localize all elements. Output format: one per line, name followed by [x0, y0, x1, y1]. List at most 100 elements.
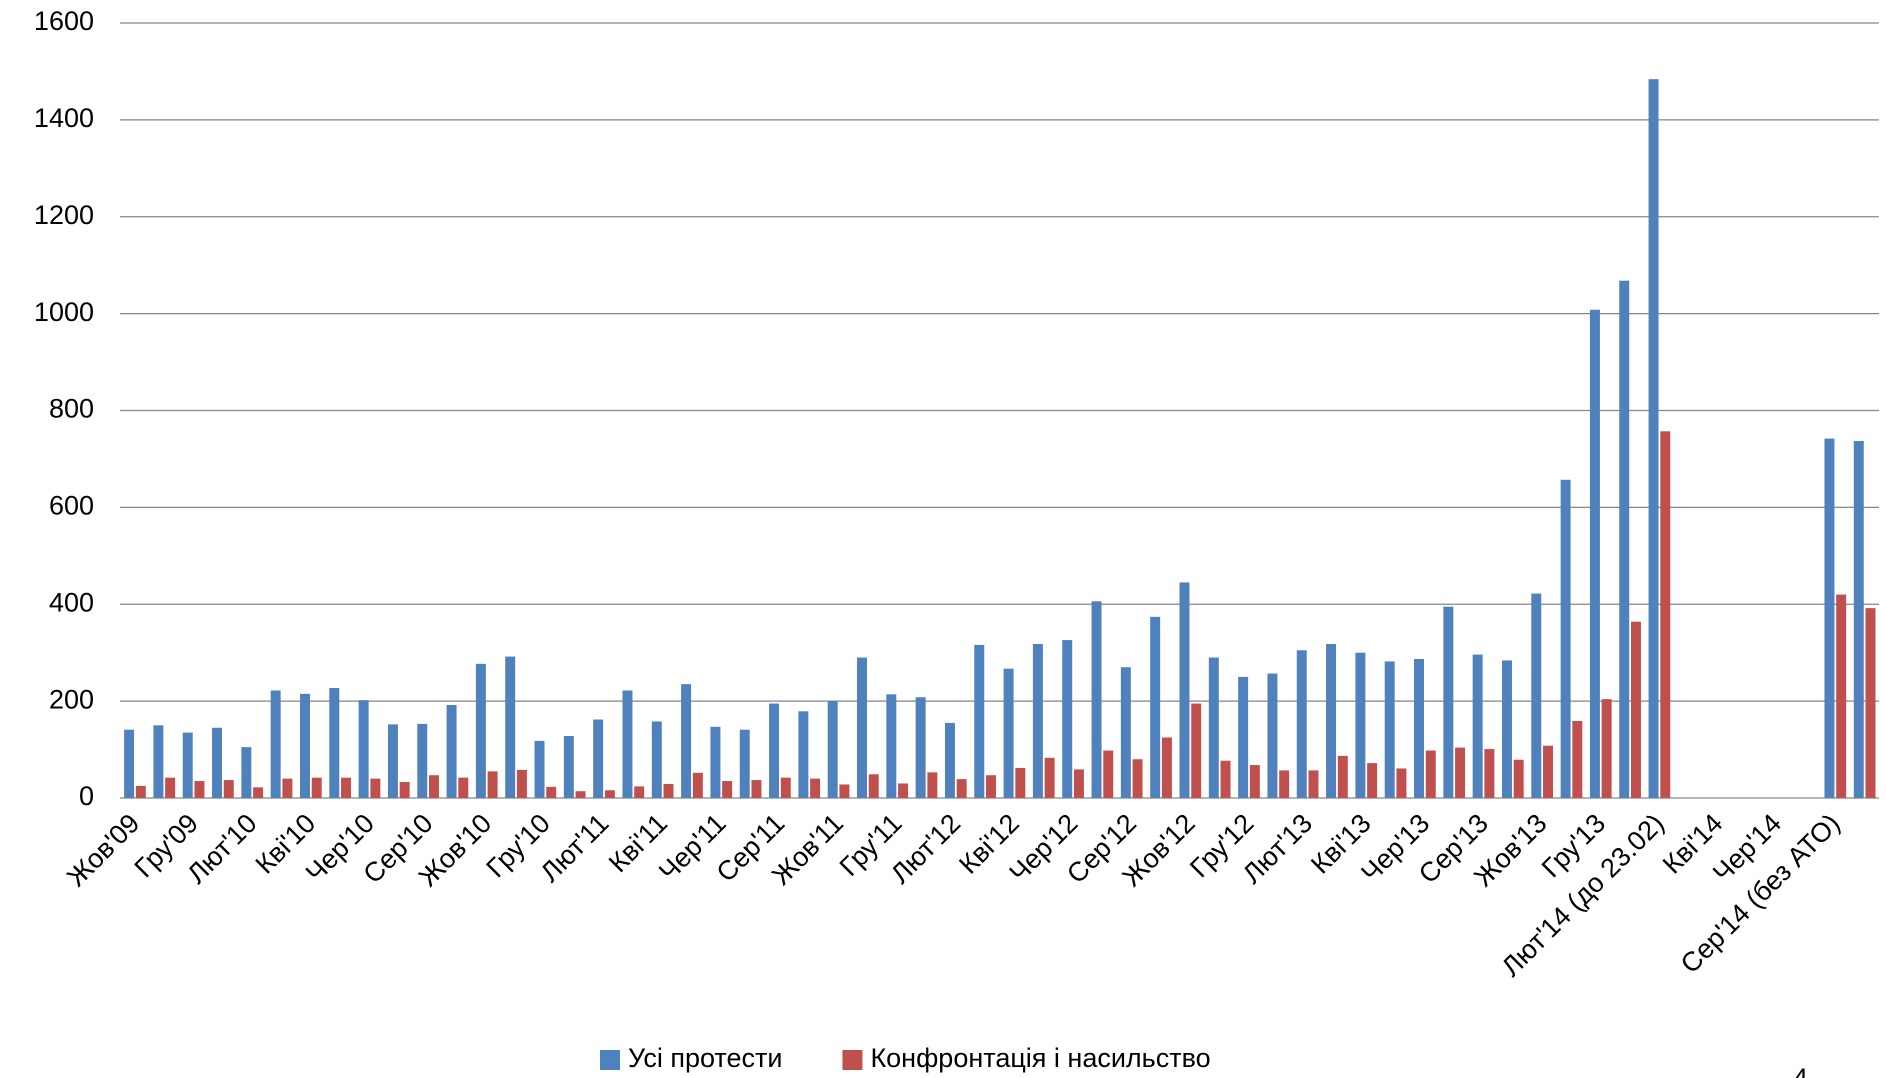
bar	[475, 663, 486, 798]
bar	[194, 781, 205, 798]
bar	[1003, 668, 1014, 798]
bar	[358, 700, 369, 798]
bar	[1425, 750, 1436, 798]
bar	[300, 693, 310, 798]
legend-swatch	[600, 1050, 620, 1070]
x-tick-label: Жов'09	[61, 808, 145, 892]
bar	[1032, 643, 1043, 798]
bar	[839, 784, 850, 798]
y-tick-label: 400	[49, 587, 94, 617]
bar	[1572, 720, 1583, 798]
bar	[458, 777, 469, 798]
bar	[681, 684, 692, 798]
bar	[1161, 737, 1172, 798]
bar	[1484, 749, 1495, 798]
bar	[868, 774, 879, 798]
bar	[692, 772, 703, 798]
bar	[1208, 657, 1219, 798]
bar	[1414, 658, 1425, 798]
bar	[915, 697, 926, 798]
bar	[827, 701, 838, 798]
bar	[399, 782, 410, 798]
bar	[1853, 441, 1864, 798]
bar	[1337, 755, 1348, 798]
bar	[563, 736, 574, 798]
y-tick-label: 1600	[34, 6, 94, 36]
y-tick-label: 600	[49, 491, 94, 521]
bar	[1355, 652, 1366, 798]
bar	[886, 694, 897, 798]
bar	[1179, 582, 1190, 798]
bar	[1279, 770, 1290, 798]
bar	[1513, 759, 1524, 798]
bar	[956, 779, 967, 798]
bar	[710, 726, 721, 798]
bar	[241, 747, 252, 798]
legend-swatch	[842, 1050, 863, 1070]
bar	[1836, 594, 1847, 798]
bar	[1308, 770, 1319, 798]
bar	[1824, 438, 1835, 798]
bar	[387, 724, 398, 798]
bar	[1132, 759, 1143, 798]
bar	[1249, 765, 1260, 798]
bar	[212, 727, 223, 798]
bar	[1120, 667, 1131, 798]
bar	[182, 732, 193, 798]
bar	[1091, 601, 1102, 798]
bar	[1367, 763, 1378, 798]
bar	[505, 656, 516, 798]
bar	[1560, 479, 1571, 798]
bar	[798, 711, 809, 798]
bar	[1015, 767, 1026, 798]
bar	[722, 781, 733, 798]
bar	[1501, 660, 1512, 798]
bar	[223, 780, 234, 798]
bar	[1044, 757, 1055, 798]
bar	[124, 729, 135, 798]
bar	[1296, 650, 1307, 798]
bar	[927, 772, 938, 798]
bar	[270, 690, 281, 798]
bar	[1531, 593, 1542, 798]
bar	[370, 778, 381, 798]
bar	[534, 740, 545, 798]
bar	[1103, 750, 1114, 798]
bar	[663, 783, 674, 798]
bar	[604, 790, 615, 798]
bar	[751, 780, 762, 798]
bar	[593, 719, 604, 798]
bar	[622, 690, 633, 798]
bar	[282, 778, 293, 798]
y-tick-label: 1000	[34, 297, 94, 327]
bar	[1191, 703, 1202, 798]
y-tick-label: 0	[79, 781, 94, 811]
bar	[446, 705, 457, 798]
bar	[341, 777, 352, 798]
bar	[857, 657, 867, 798]
bar	[1472, 654, 1483, 798]
bar	[1619, 280, 1630, 798]
bar	[986, 775, 996, 798]
bar	[1326, 643, 1337, 798]
bar	[1220, 760, 1231, 798]
bar	[153, 725, 164, 798]
bar	[1455, 747, 1466, 798]
bar	[417, 723, 428, 798]
y-tick-label: 200	[49, 684, 94, 714]
page-number: 4	[1793, 1063, 1808, 1078]
bar	[253, 787, 264, 798]
bar	[769, 703, 780, 798]
legend-label: Конфронтація і насильство	[870, 1043, 1210, 1073]
bar	[1865, 608, 1876, 798]
y-tick-label: 1200	[34, 200, 94, 230]
bar	[1660, 431, 1671, 798]
bar	[546, 786, 557, 798]
bar	[780, 777, 791, 798]
bar	[974, 644, 985, 798]
bar	[739, 729, 750, 798]
bar	[1073, 769, 1084, 798]
bar	[1396, 768, 1407, 798]
bar	[311, 777, 322, 798]
